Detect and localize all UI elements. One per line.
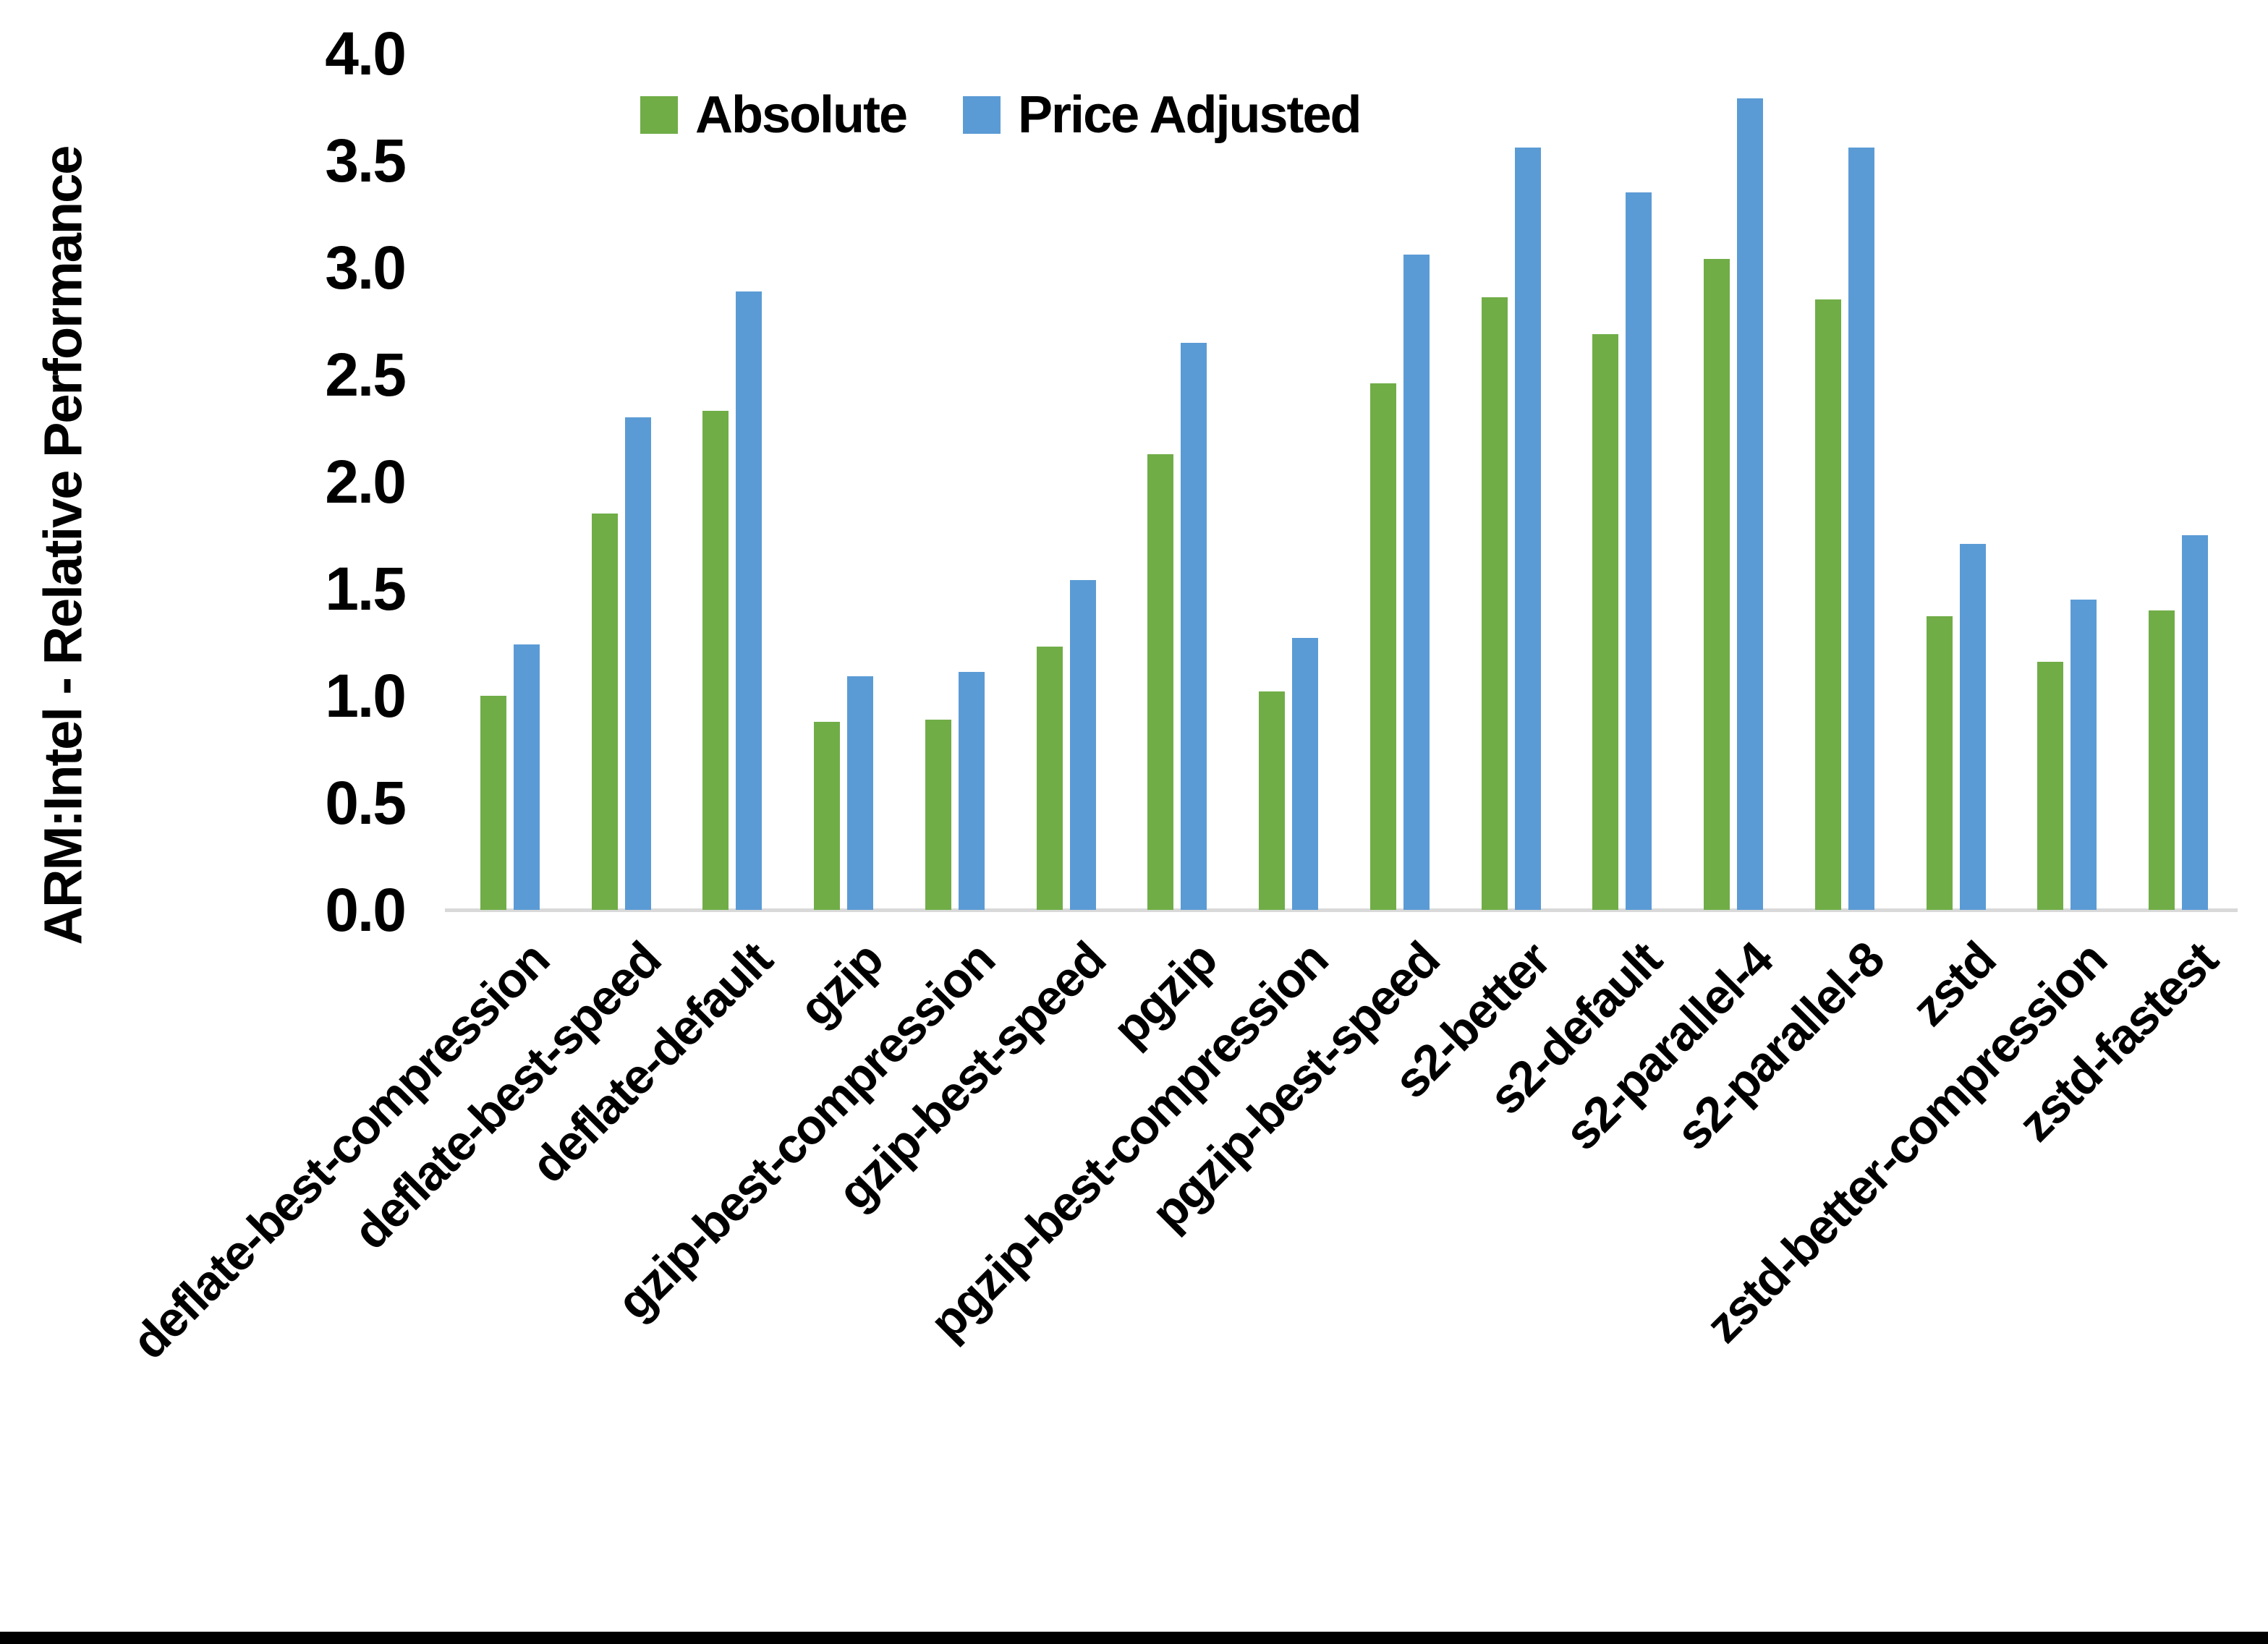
bar-absolute — [814, 721, 841, 910]
bar-group-deflate-best-compression — [454, 54, 566, 910]
bar-absolute — [1926, 616, 1953, 910]
bar-price-adjusted — [1292, 638, 1319, 910]
bar-group-gzip-best-speed — [1011, 54, 1122, 910]
bar-price-adjusted — [513, 644, 540, 910]
bar-absolute — [1704, 259, 1730, 910]
legend: Absolute Price Adjusted — [640, 85, 1362, 145]
bar-group-zstd-fastest — [2123, 54, 2234, 910]
bar-group-s2-better — [1456, 54, 1567, 910]
bottom-border — [0, 1632, 2268, 1644]
bar-group-s2-parallel-8 — [1789, 54, 1900, 910]
bar-absolute — [1814, 299, 1841, 910]
bar-group-gzip — [788, 54, 899, 910]
bar-group-s2-parallel-4 — [1678, 54, 1789, 910]
bar-absolute — [1481, 297, 1508, 910]
y-axis-tick-label: 0.0 — [325, 876, 407, 944]
bar-group-pgzip-best-speed — [1344, 54, 1456, 910]
bar-price-adjusted — [1514, 148, 1541, 910]
bar-group-deflate-default — [677, 54, 789, 910]
bar-absolute — [2037, 661, 2064, 910]
bar-absolute — [2149, 610, 2175, 910]
bar-group-s2-default — [1567, 54, 1678, 910]
bar-absolute — [1036, 646, 1063, 910]
bar-group-zstd — [1900, 54, 2012, 910]
bar-price-adjusted — [2070, 599, 2097, 910]
plot-area — [454, 54, 2234, 910]
y-axis-tick-label: 3.5 — [325, 127, 407, 195]
bar-price-adjusted — [1959, 543, 1986, 910]
bar-group-deflate-best-speed — [566, 54, 677, 910]
bar-price-adjusted — [1181, 342, 1207, 910]
y-axis-tick-label: 1.0 — [325, 662, 407, 730]
bar-group-pgzip-best-compression — [1233, 54, 1344, 910]
bar-absolute — [1147, 453, 1174, 910]
bar-price-adjusted — [1737, 98, 1764, 910]
bar-absolute — [925, 719, 951, 910]
bar-price-adjusted — [736, 291, 763, 910]
bar-absolute — [702, 411, 729, 910]
legend-swatch-price-adjusted — [963, 96, 1001, 134]
bar-absolute — [591, 514, 618, 910]
bar-price-adjusted — [847, 676, 874, 910]
bar-group-gzip-best-compression — [899, 54, 1011, 910]
y-axis-tick-label: 3.0 — [325, 234, 407, 302]
legend-label-price-adjusted: Price Adjusted — [1018, 86, 1362, 144]
bar-price-adjusted — [1403, 255, 1430, 910]
bar-group-zstd-better-compression — [2012, 54, 2123, 910]
y-axis-tick-label: 2.0 — [325, 448, 407, 516]
legend-item-absolute: Absolute — [640, 85, 908, 145]
bar-price-adjusted — [2182, 535, 2209, 910]
bar-price-adjusted — [958, 672, 985, 910]
x-axis-label: deflate-best-compression — [122, 932, 560, 1370]
y-axis-tick-label: 0.5 — [325, 769, 407, 837]
y-axis-tick-label: 1.5 — [325, 555, 407, 623]
bar-absolute — [1369, 383, 1396, 910]
bar-price-adjusted — [624, 417, 651, 910]
bar-price-adjusted — [1848, 148, 1874, 910]
legend-label-absolute: Absolute — [695, 86, 908, 144]
x-axis-baseline — [445, 908, 2238, 912]
bar-price-adjusted — [1626, 192, 1652, 910]
y-axis-title: ARM:Intel - Relative Performance — [33, 146, 93, 945]
legend-item-price-adjusted: Price Adjusted — [963, 85, 1362, 145]
legend-swatch-absolute — [640, 96, 678, 134]
bar-absolute — [1592, 333, 1619, 910]
bar-absolute — [480, 696, 506, 910]
y-axis-tick-label: 4.0 — [325, 20, 407, 88]
bar-group-pgzip — [1122, 54, 1233, 910]
bar-absolute — [1259, 691, 1286, 910]
y-axis-tick-label: 2.5 — [325, 341, 407, 409]
bar-price-adjusted — [1069, 580, 1096, 910]
